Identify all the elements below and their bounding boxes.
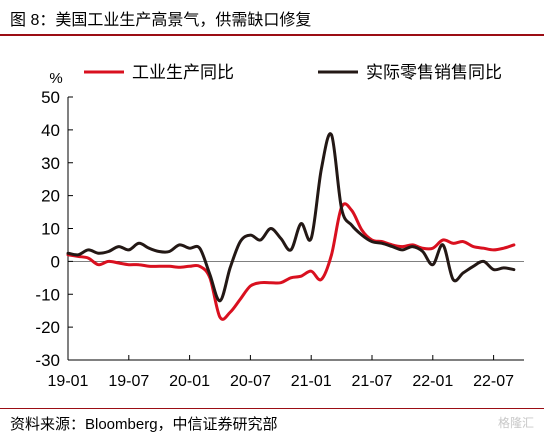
y-tick-label: 0 — [51, 252, 60, 271]
source-note: 资料来源：Bloomberg，中信证券研究部 — [10, 416, 278, 433]
chart-axes: % -30 -20 -10 0 10 20 30 40 50 19-01 19-07 20-01 20-0… — [35, 70, 524, 390]
x-tick-label: 22-07 — [473, 373, 514, 390]
line-chart: % -30 -20 -10 0 10 20 30 40 50 19-01 19-07 20-01 20-0… — [35, 63, 524, 390]
y-tick-label: 30 — [41, 154, 60, 173]
y-tick-label: -20 — [35, 318, 60, 337]
legend-label: 实际零售销售同比 — [366, 63, 502, 82]
watermark-text: 格隆汇 — [497, 416, 534, 430]
series-line-retail-sales — [66, 132, 516, 303]
y-axis-unit: % — [49, 70, 62, 87]
x-tick-label: 19-07 — [108, 373, 149, 390]
x-tick-label: 19-01 — [48, 373, 89, 390]
legend-label: 工业生产同比 — [132, 63, 234, 82]
y-tick-label: -10 — [35, 285, 60, 304]
y-tick-label: 40 — [41, 121, 60, 140]
y-tick-label: 20 — [41, 187, 60, 206]
series-line-industrial-production — [66, 202, 516, 321]
source-divider — [0, 408, 544, 409]
x-tick-label: 21-01 — [291, 373, 332, 390]
x-tick-label: 20-07 — [230, 373, 271, 390]
title-divider — [0, 34, 544, 36]
chart-legend: 工业生产同比 实际零售销售同比 — [84, 63, 502, 82]
y-tick-label: -30 — [35, 351, 60, 370]
figure-title: 图 8：美国工业生产高景气，供需缺口修复 — [10, 12, 312, 29]
x-tick-label: 22-01 — [412, 373, 453, 390]
y-tick-label: 50 — [41, 88, 60, 107]
x-tick-label: 21-07 — [352, 373, 393, 390]
chart-series — [66, 132, 516, 321]
x-tick-label: 20-01 — [169, 373, 210, 390]
y-tick-label: 10 — [41, 220, 60, 239]
